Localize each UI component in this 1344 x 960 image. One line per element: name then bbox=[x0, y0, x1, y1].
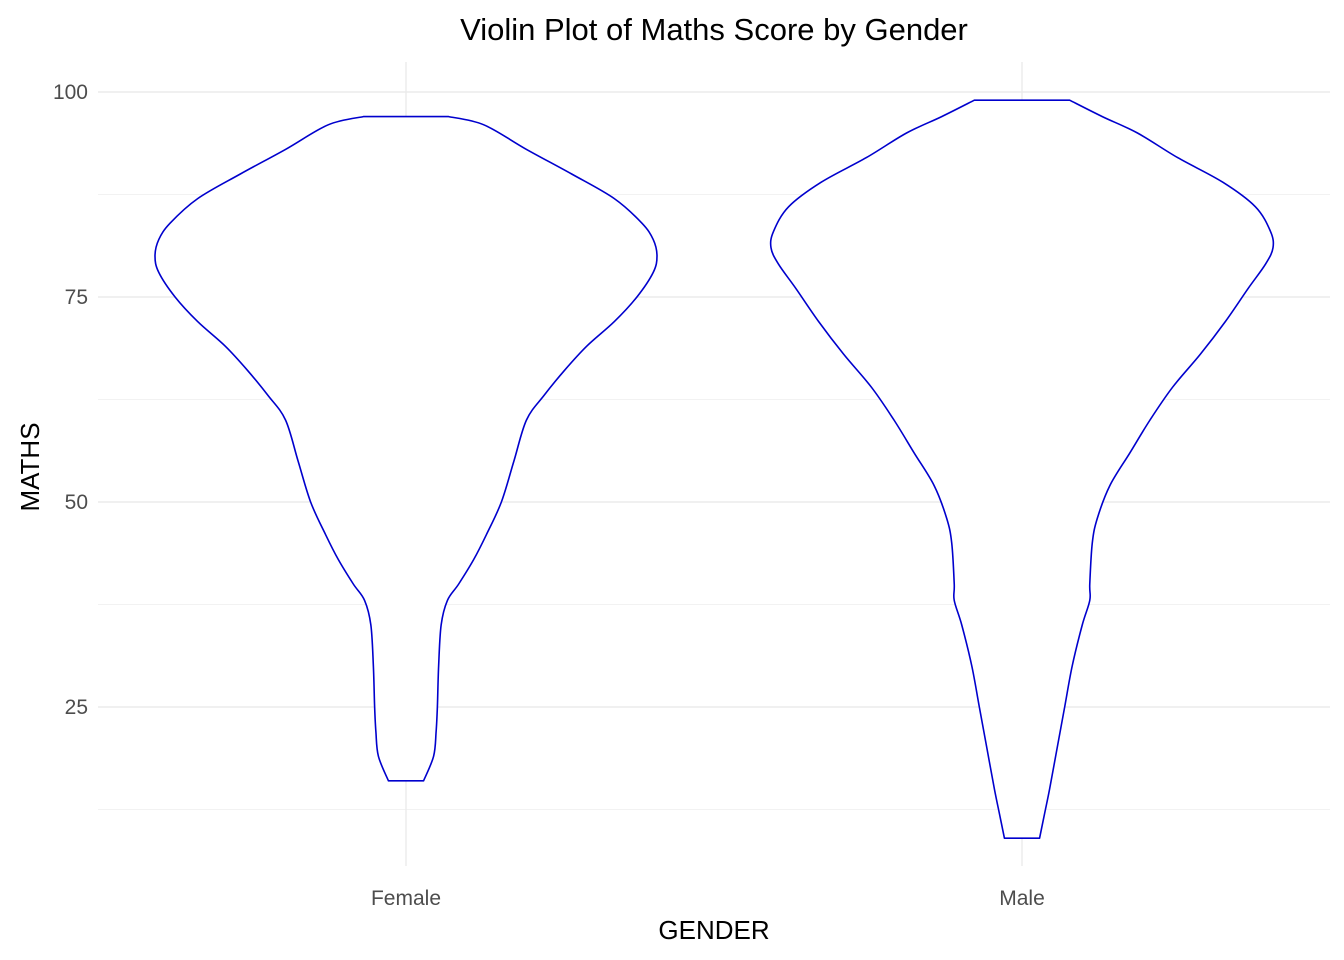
x-tick-label-female: Female bbox=[371, 887, 441, 910]
y-axis-title: MATHS bbox=[15, 422, 45, 511]
y-axis-ticks: 25 50 75 100 bbox=[53, 81, 88, 719]
y-tick-label: 75 bbox=[65, 286, 88, 309]
y-tick-label: 100 bbox=[53, 81, 88, 104]
x-axis-ticks: Female Male bbox=[371, 887, 1045, 910]
x-tick-label-male: Male bbox=[999, 887, 1045, 910]
y-tick-label: 25 bbox=[65, 696, 88, 719]
violin-male bbox=[769, 99, 1275, 839]
x-axis-title: GENDER bbox=[658, 915, 769, 945]
chart-title: Violin Plot of Maths Score by Gender bbox=[460, 12, 968, 47]
violins bbox=[154, 99, 1275, 839]
violin-female bbox=[154, 115, 658, 782]
y-tick-label: 50 bbox=[65, 491, 88, 514]
